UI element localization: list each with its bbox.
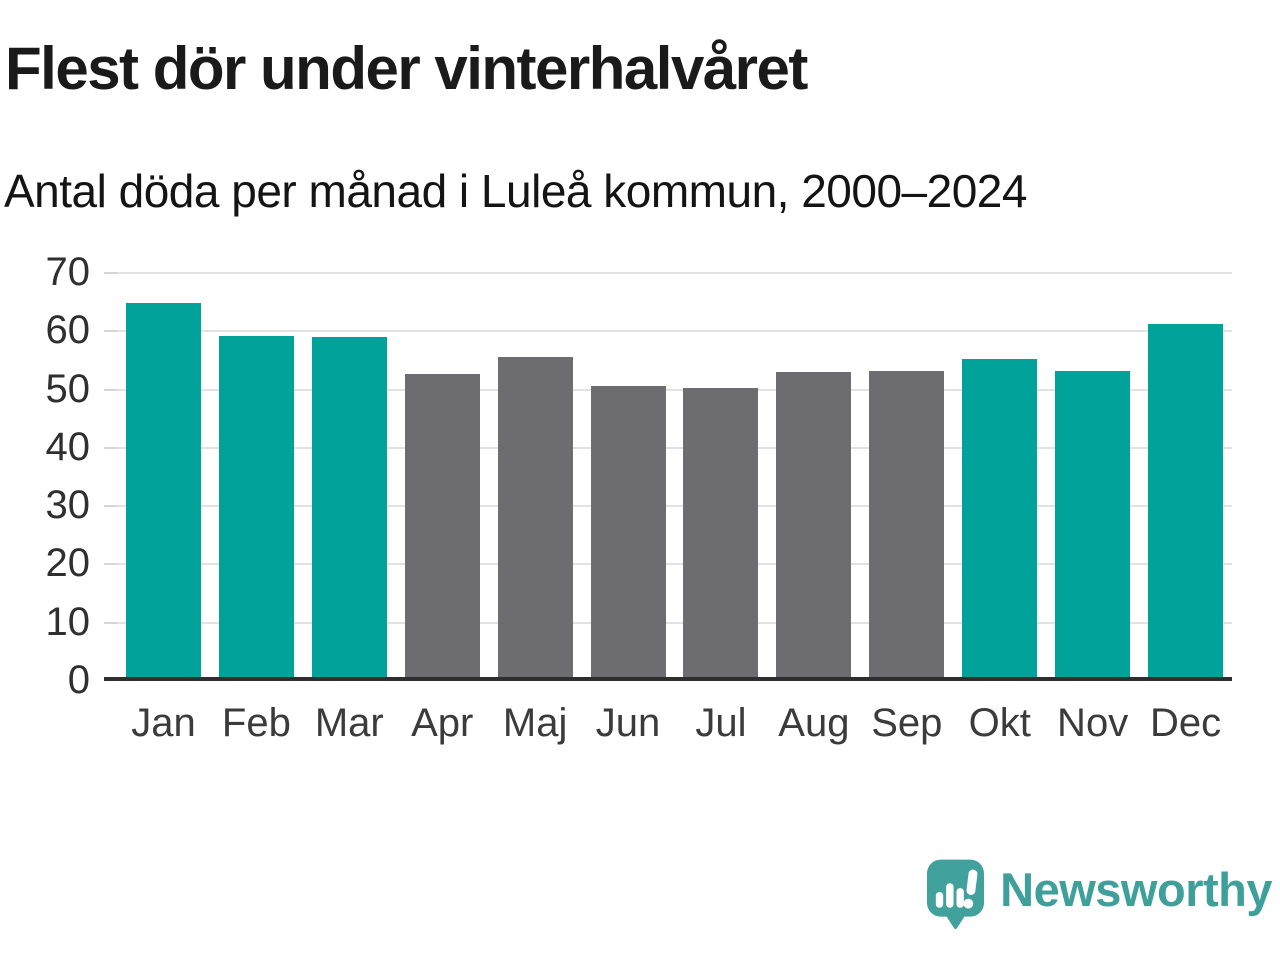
- ytick-mark-10: [104, 621, 117, 624]
- newsworthy-logo-icon: [927, 859, 985, 930]
- xtick-label-sep: Sep: [871, 701, 943, 745]
- gridline-40: [117, 446, 1232, 449]
- xtick-label-okt: Okt: [968, 701, 1031, 745]
- bar-jul: [683, 387, 759, 679]
- newsworthy-logo: Newsworthy: [926, 858, 1272, 932]
- ytick-mark-20: [104, 563, 117, 566]
- ytick-label-0: 0: [67, 658, 90, 702]
- plot-area: [104, 272, 1232, 681]
- bar-nov: [1055, 371, 1131, 679]
- ytick-mark-50: [104, 388, 117, 391]
- bar-dec: [1148, 324, 1224, 679]
- ytick-label-20: 20: [45, 541, 91, 586]
- ytick-mark-30: [104, 505, 117, 508]
- gridline-10: [117, 621, 1232, 624]
- xtick-label-maj: Maj: [502, 701, 568, 745]
- newsworthy-logo-text: Newsworthy: [1000, 863, 1272, 916]
- gridline-20: [117, 563, 1232, 566]
- ytick-label-70: 70: [45, 250, 91, 294]
- ytick-label-10: 10: [45, 599, 91, 644]
- xtick-label-jan: Jan: [131, 701, 196, 745]
- bar-mar: [311, 336, 387, 679]
- ytick-label-40: 40: [45, 424, 91, 469]
- ytick-label-30: 30: [45, 483, 91, 528]
- gridline-70: [117, 272, 1232, 274]
- xtick-label-aug: Aug: [778, 701, 850, 745]
- xtick-label-nov: Nov: [1057, 701, 1129, 745]
- xtick-label-dec: Dec: [1149, 701, 1222, 745]
- xtick-label-mar: Mar: [314, 701, 384, 745]
- xtick-label-feb: Feb: [221, 701, 291, 745]
- bar-okt: [962, 359, 1038, 679]
- xtick-label-jul: Jul: [695, 701, 747, 745]
- ytick-label-60: 60: [45, 308, 91, 353]
- xtick-label-apr: Apr: [411, 701, 474, 745]
- bar-sep: [869, 370, 945, 679]
- gridline-50: [117, 388, 1232, 391]
- chart-subtitle: Antal döda per månad i Luleå kommun, 200…: [4, 165, 1027, 217]
- ytick-mark-70: [104, 272, 117, 274]
- ytick-mark-60: [104, 330, 117, 333]
- bar-jun: [590, 385, 666, 679]
- ytick-mark-40: [104, 446, 117, 449]
- bar-jan: [125, 303, 201, 679]
- x-axis-line: [104, 677, 1232, 681]
- gridline-30: [117, 505, 1232, 508]
- gridline-60: [117, 330, 1232, 333]
- xtick-label-jun: Jun: [595, 701, 661, 745]
- bar-aug: [776, 371, 852, 679]
- bar-feb: [218, 335, 294, 679]
- bar-maj: [497, 357, 573, 679]
- bar-apr: [404, 373, 480, 679]
- ytick-label-50: 50: [45, 366, 91, 411]
- chart-title: Flest dör under vinterhalvåret: [5, 35, 808, 102]
